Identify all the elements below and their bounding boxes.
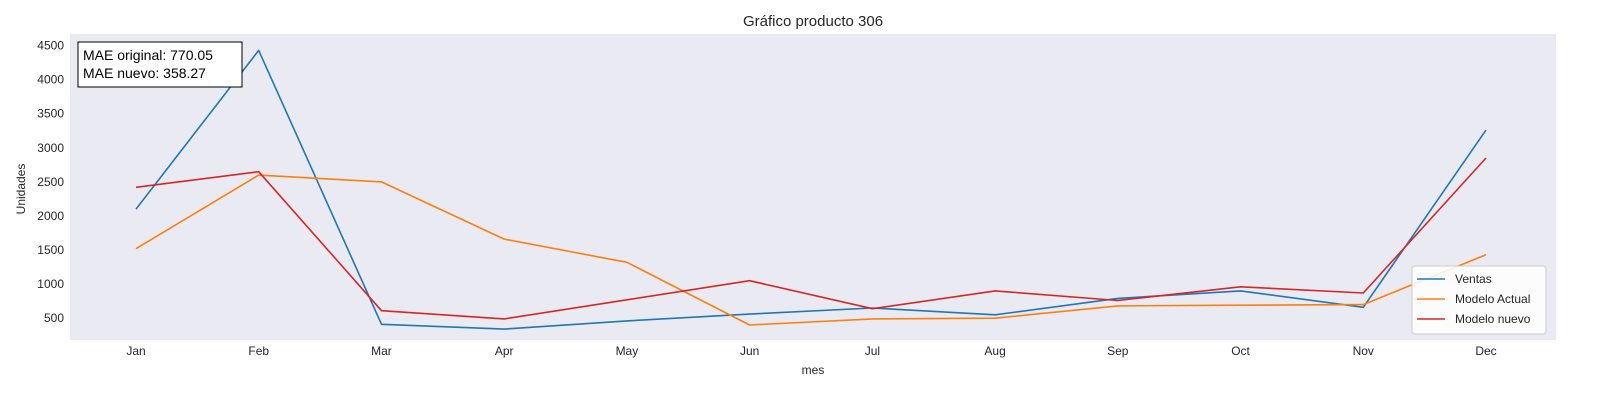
legend-label: Modelo Actual: [1455, 292, 1530, 306]
x-tick-label: Jun: [740, 344, 759, 358]
y-tick-label: 4000: [37, 73, 64, 87]
y-tick-label: 3000: [37, 141, 64, 155]
ticks-layer: Jan Feb Mar Apr May Jun Jul Aug Sep Oct Nov Dec 500 1…: [37, 39, 1496, 358]
x-tick-label: Apr: [495, 344, 514, 358]
mae-annotation: MAE original: 770.05 MAE nuevo: 358.27: [77, 41, 243, 88]
legend-box: [1411, 265, 1547, 335]
y-tick-label: 2000: [37, 209, 64, 223]
x-tick-label: Dec: [1475, 344, 1496, 358]
series-line-ventas: [135, 49, 1487, 330]
y-tick-label: 1500: [37, 243, 64, 257]
x-tick-label: Nov: [1353, 344, 1374, 358]
x-tick-label: Mar: [371, 344, 392, 358]
chart-title: Gráfico producto 306: [743, 13, 883, 30]
x-tick-label: Oct: [1231, 344, 1250, 358]
x-tick-label: Jul: [865, 344, 880, 358]
y-tick-label: 4500: [37, 39, 64, 53]
legend-label: Modelo nuevo: [1455, 312, 1531, 326]
mae-annotation-box: [77, 41, 243, 88]
mae-original-text: MAE original: 770.05: [83, 47, 213, 63]
y-tick-label: 500: [44, 311, 64, 325]
y-tick-label: 1000: [37, 277, 64, 291]
y-tick-label: 2500: [37, 175, 64, 189]
series-line-modelo-actual: [135, 174, 1487, 326]
x-axis-label: mes: [802, 363, 825, 377]
y-tick-label: 3500: [37, 107, 64, 121]
legend-label: Ventas: [1455, 272, 1492, 286]
mae-nuevo-text: MAE nuevo: 358.27: [83, 65, 206, 81]
x-tick-label: Aug: [984, 344, 1005, 358]
x-tick-label: Sep: [1107, 344, 1129, 358]
x-tick-label: Jan: [126, 344, 145, 358]
legend: Ventas Modelo Actual Modelo nuevo: [1411, 265, 1547, 335]
plot-area: [70, 34, 1556, 340]
x-tick-label: May: [616, 344, 639, 358]
series-layer: [135, 49, 1487, 330]
y-axis-label: Unidades: [14, 164, 28, 215]
series-line-modelo-nuevo: [135, 157, 1487, 320]
x-tick-label: Feb: [248, 344, 269, 358]
